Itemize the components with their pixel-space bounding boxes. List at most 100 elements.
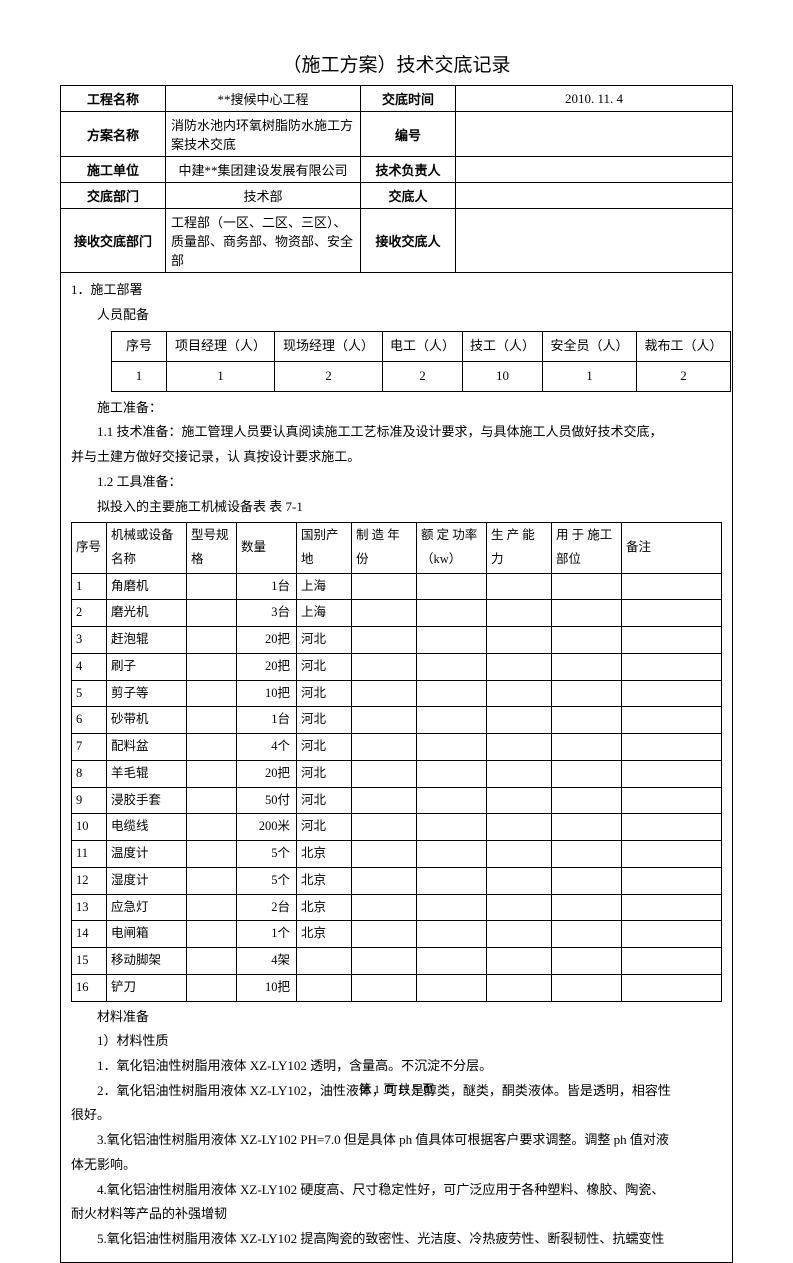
equip-cell xyxy=(297,974,352,1001)
val-code xyxy=(456,112,733,157)
equip-cell: 1台 xyxy=(237,707,297,734)
lbl-unit: 施工单位 xyxy=(61,157,166,183)
equip-cell xyxy=(622,734,722,761)
equip-cell xyxy=(622,600,722,627)
equip-cell xyxy=(187,841,237,868)
equip-cell xyxy=(352,627,417,654)
lbl-techlead: 技术负责人 xyxy=(361,157,456,183)
equip-cell xyxy=(487,841,552,868)
page-title: （施工方案）技术交底记录 xyxy=(60,50,733,77)
staff-h6: 裁布工（人） xyxy=(636,332,730,362)
m3: 3.氧化铝油性树脂用液体 XZ-LY102 PH=7.0 但是具体 ph 值具体… xyxy=(71,1128,722,1153)
equip-cell xyxy=(187,680,237,707)
lbl-recvperson: 接收交底人 xyxy=(361,209,456,273)
equip-cell xyxy=(352,841,417,868)
equip-cell xyxy=(187,814,237,841)
equip-cell xyxy=(352,734,417,761)
equip-cell: 河北 xyxy=(297,814,352,841)
prep-title: 施工准备： xyxy=(71,396,722,421)
equip-cell xyxy=(187,573,237,600)
equip-cell: 11 xyxy=(72,841,107,868)
lbl-recvdept: 接收交底部门 xyxy=(61,209,166,273)
equip-cell xyxy=(417,974,487,1001)
staff-r0: 1 xyxy=(112,362,167,392)
equip-cell: 7 xyxy=(72,734,107,761)
equip-cell: 河北 xyxy=(297,707,352,734)
mat-sub: 1）材料性质 xyxy=(71,1029,722,1054)
equip-cell xyxy=(417,600,487,627)
equip-header-9: 备注 xyxy=(622,523,722,574)
equip-cell xyxy=(187,707,237,734)
equip-cell: 河北 xyxy=(297,734,352,761)
sec1: 1．施工部署 xyxy=(71,278,722,303)
staff-h1: 项目经理（人） xyxy=(167,332,275,362)
equip-cell xyxy=(487,707,552,734)
equip-row: 4刷子20把河北 xyxy=(72,653,722,680)
equip-cell xyxy=(622,787,722,814)
equip-cell: 10 xyxy=(72,814,107,841)
equip-cell: 电闸箱 xyxy=(107,921,187,948)
equip-cell: 铲刀 xyxy=(107,974,187,1001)
equip-cell: 浸胶手套 xyxy=(107,787,187,814)
equip-cell: 5个 xyxy=(237,841,297,868)
equip-cell xyxy=(552,974,622,1001)
val-unit: 中建**集团建设发展有限公司 xyxy=(166,157,361,183)
equip-header-2: 型号规格 xyxy=(187,523,237,574)
p11: 1.1 技术准备：施工管理人员要认真阅读施工工艺标准及设计要求，与具体施工人员做… xyxy=(71,420,722,445)
equip-cell xyxy=(552,680,622,707)
equip-cell xyxy=(417,921,487,948)
equip-cell xyxy=(487,948,552,975)
equip-cell: 10把 xyxy=(237,680,297,707)
equip-cell xyxy=(487,734,552,761)
equip-cell xyxy=(487,787,552,814)
equip-cell xyxy=(622,894,722,921)
equip-cell: 河北 xyxy=(297,787,352,814)
equip-cell xyxy=(552,707,622,734)
equip-cell xyxy=(417,814,487,841)
equip-cell: 剪子等 xyxy=(107,680,187,707)
equip-header-6: 额 定 功率（kw） xyxy=(417,523,487,574)
equip-row: 2磨光机3台上海 xyxy=(72,600,722,627)
equip-cell xyxy=(487,921,552,948)
equip-cell xyxy=(352,948,417,975)
equip-cell xyxy=(552,760,622,787)
equip-cell: 9 xyxy=(72,787,107,814)
equip-cell: 砂带机 xyxy=(107,707,187,734)
equip-cell: 4架 xyxy=(237,948,297,975)
equip-cell xyxy=(552,627,622,654)
equip-cell xyxy=(352,573,417,600)
p12: 1.2 工具准备： xyxy=(71,470,722,495)
sec1a: 人员配备 xyxy=(71,303,722,328)
equip-cell: 1 xyxy=(72,573,107,600)
equip-cell xyxy=(352,707,417,734)
equip-cell: 电缆线 xyxy=(107,814,187,841)
equipment-table: 序号机械或设备名称型号规格数量国别产地制 造 年份额 定 功率（kw）生 产 能… xyxy=(71,522,722,1002)
equip-cell: 角磨机 xyxy=(107,573,187,600)
equip-cell xyxy=(622,627,722,654)
equip-cell: 河北 xyxy=(297,627,352,654)
equip-cell xyxy=(487,894,552,921)
val-plan: 消防水池内环氧树脂防水施工方案技术交底 xyxy=(166,112,361,157)
equip-cell xyxy=(552,921,622,948)
equip-cell: 4 xyxy=(72,653,107,680)
staff-h0: 序号 xyxy=(112,332,167,362)
staff-h2: 现场经理（人） xyxy=(275,332,383,362)
equip-cell xyxy=(417,573,487,600)
equip-cell: 10把 xyxy=(237,974,297,1001)
staff-r5: 1 xyxy=(542,362,636,392)
page-footer: 第 1 页 共 5 页 xyxy=(0,1080,793,1097)
equip-cell xyxy=(552,787,622,814)
header-table: 工程名称 **搜候中心工程 交底时间 2010. 11. 4 方案名称 消防水池… xyxy=(60,85,733,273)
equip-cell: 1台 xyxy=(237,573,297,600)
equip-cell: 刷子 xyxy=(107,653,187,680)
equip-cell xyxy=(622,760,722,787)
val-person xyxy=(456,183,733,209)
equip-cell: 8 xyxy=(72,760,107,787)
equip-cell: 北京 xyxy=(297,921,352,948)
equip-cell: 2 xyxy=(72,600,107,627)
equip-cell: 12 xyxy=(72,867,107,894)
m5: 5.氧化铝油性树脂用液体 XZ-LY102 提高陶瓷的致密性、光洁度、冷热疲劳性… xyxy=(71,1227,722,1252)
staff-r1: 1 xyxy=(167,362,275,392)
p12b: 拟投入的主要施工机械设备表 表 7-1 xyxy=(71,495,722,520)
staff-r3: 2 xyxy=(383,362,463,392)
